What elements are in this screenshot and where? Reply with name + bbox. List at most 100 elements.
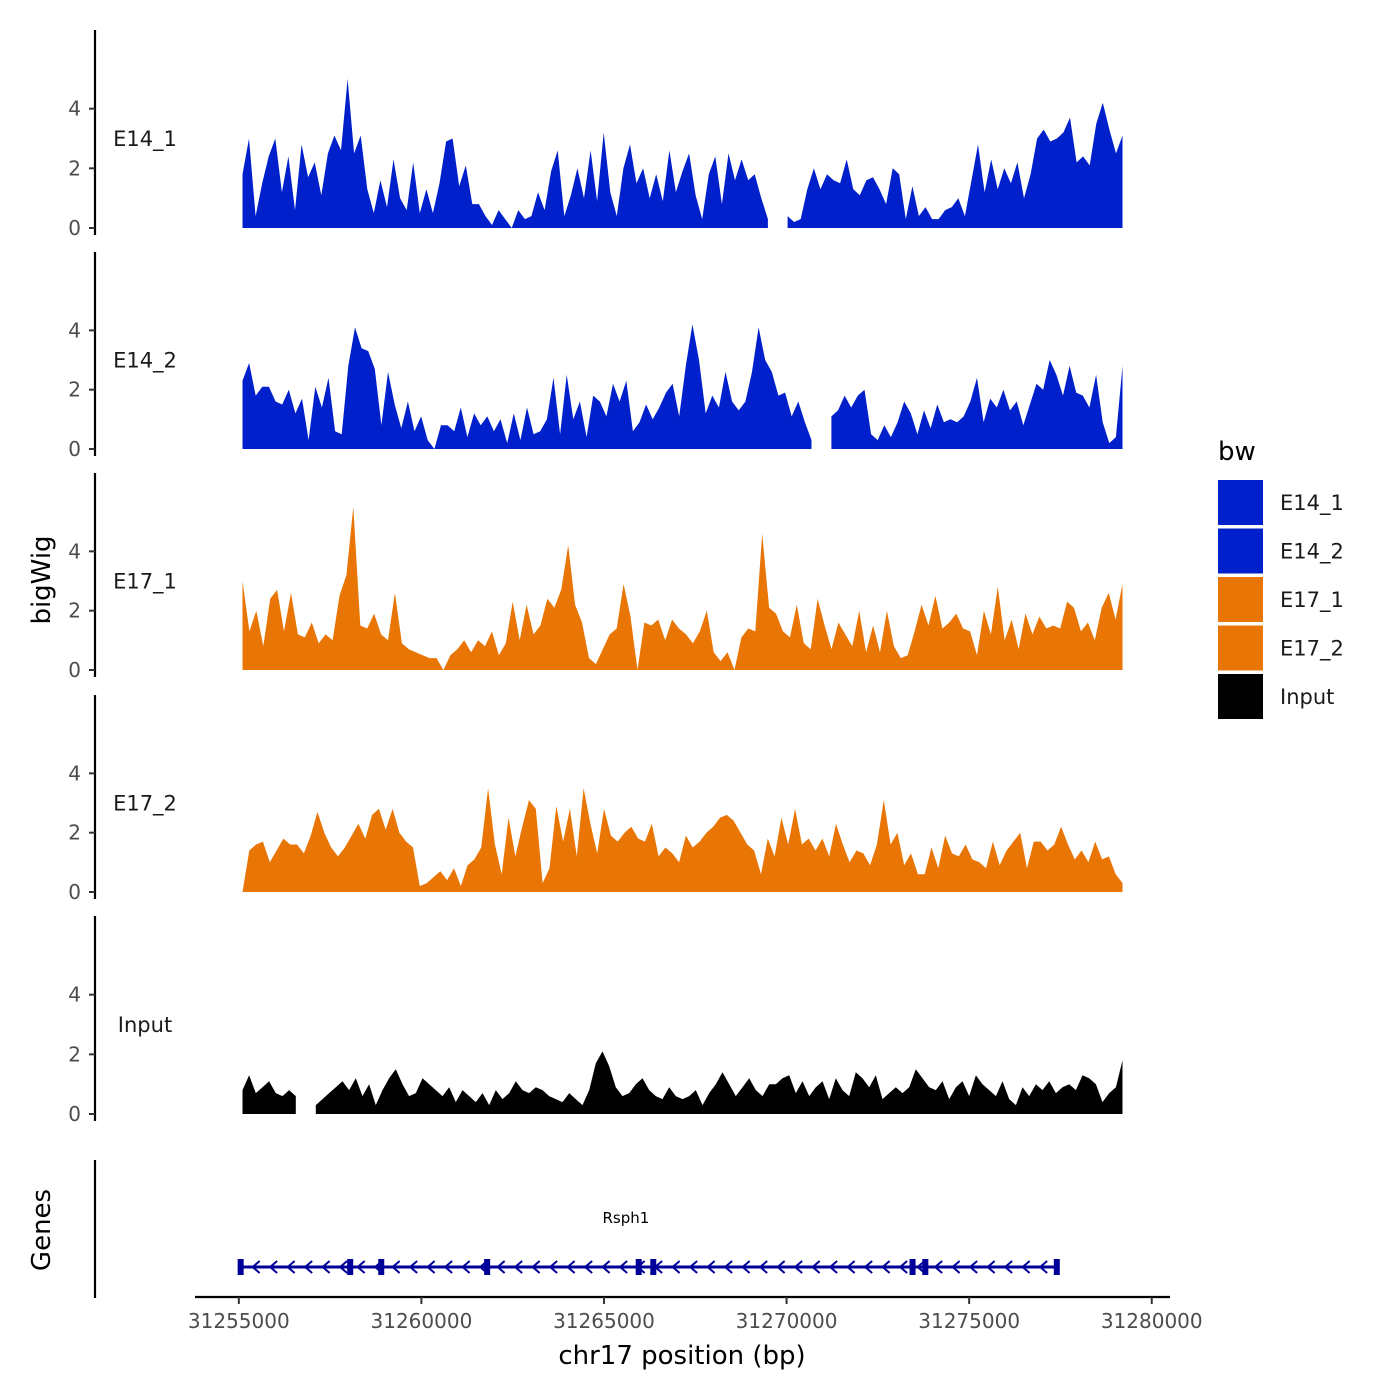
area-E17_1: [242, 506, 1123, 670]
exon: [378, 1259, 385, 1275]
strand-arrow: [1003, 1260, 1013, 1274]
strand-arrow: [846, 1260, 856, 1274]
area-E14_2: [242, 324, 812, 449]
strand-arrow: [408, 1260, 418, 1274]
x-axis-title: chr17 position (bp): [558, 1341, 805, 1371]
y-tick-label: 2: [68, 156, 81, 180]
area-E14_1: [787, 102, 1123, 228]
strand-arrow: [286, 1260, 296, 1274]
strand-arrow: [513, 1260, 523, 1274]
strand-arrow: [688, 1260, 698, 1274]
strand-arrow: [933, 1260, 943, 1274]
strand-arrow: [303, 1260, 313, 1274]
gene-track-panel: Rsph1: [93, 1160, 1060, 1298]
strand-arrow: [356, 1260, 366, 1274]
strand-arrow: [1021, 1260, 1031, 1274]
y-tick-label: 0: [68, 437, 81, 461]
strand-arrow: [968, 1260, 978, 1274]
legend-label-E14_1: E14_1: [1280, 491, 1344, 516]
gene-label: Rsph1: [602, 1209, 649, 1227]
strand-arrow: [863, 1260, 873, 1274]
track-E14_1: 0 2 4 E14_1: [68, 30, 1123, 240]
track-label-E17_2: E17_2: [113, 791, 177, 816]
area-Input: [315, 1051, 1123, 1114]
track-label-Input: Input: [118, 1013, 172, 1037]
legend-key-Input: [1218, 674, 1263, 719]
area-E14_1: [242, 78, 768, 228]
strand-arrow: [916, 1260, 926, 1274]
strand-arrow: [583, 1260, 593, 1274]
strand-arrow: [828, 1260, 838, 1274]
exon: [484, 1259, 491, 1275]
y-tick-label: 0: [68, 216, 81, 240]
y-tick-label: 4: [68, 983, 81, 1007]
x-tick-label: 31280000: [1101, 1309, 1203, 1333]
strand-arrow: [723, 1260, 733, 1274]
exon: [909, 1259, 916, 1275]
area-Input: [242, 1075, 296, 1114]
track-E14_2: 0 2 4 E14_2: [68, 252, 1123, 461]
legend-label-E14_2: E14_2: [1280, 540, 1344, 565]
strand-arrow: [531, 1260, 541, 1274]
x-tick-label: 31270000: [736, 1309, 838, 1333]
area-E14_2: [831, 360, 1123, 449]
exon: [635, 1259, 642, 1275]
strand-arrow: [1038, 1260, 1048, 1274]
strand-arrow: [776, 1260, 786, 1274]
strand-arrow: [426, 1260, 436, 1274]
y-tick-label: 2: [68, 599, 81, 623]
genes-axis-title: Genes: [27, 1189, 57, 1271]
strand-arrow: [251, 1260, 261, 1274]
track-label-E17_1: E17_1: [113, 569, 177, 594]
track-E17_1: 0 2 4 E17_1: [68, 473, 1123, 682]
exon: [1053, 1259, 1060, 1275]
strand-arrow: [758, 1260, 768, 1274]
y-tick-label: 0: [68, 880, 81, 904]
exon: [237, 1259, 244, 1275]
exon: [650, 1259, 657, 1275]
strand-arrow: [898, 1260, 908, 1274]
exon: [922, 1259, 929, 1275]
y-tick-label: 4: [68, 539, 81, 563]
legend: bw E14_1 E14_2 E17_1 E17_2 Input: [1218, 437, 1344, 719]
legend-label-Input: Input: [1280, 685, 1334, 709]
strand-arrow: [443, 1260, 453, 1274]
y-tick-label: 2: [68, 1042, 81, 1066]
strand-arrow: [601, 1260, 611, 1274]
strand-arrow: [793, 1260, 803, 1274]
strand-arrow: [268, 1260, 278, 1274]
strand-arrow: [671, 1260, 681, 1274]
y-tick-label: 2: [68, 378, 81, 402]
strand-arrow: [566, 1260, 576, 1274]
strand-arrow: [548, 1260, 558, 1274]
y-axis-title: bigWig: [27, 535, 57, 624]
y-tick-label: 4: [68, 761, 81, 785]
y-tick-label: 2: [68, 821, 81, 845]
strand-arrow: [741, 1260, 751, 1274]
legend-title: bw: [1218, 437, 1256, 467]
track-Input: 0 2 4 Input: [68, 916, 1123, 1126]
track-label-E14_1: E14_1: [113, 127, 177, 152]
legend-key-E17_1: [1218, 577, 1263, 622]
strand-arrow: [496, 1260, 506, 1274]
strand-arrow: [391, 1260, 401, 1274]
tracks-layer: 0 2 4 E14_1 0 2 4 E14_2 0 2 4 E17_1 0 2 4 E17_2 0 2 4 Input: [68, 30, 1123, 1126]
strand-arrow: [951, 1260, 961, 1274]
x-tick-label: 31260000: [371, 1309, 473, 1333]
exon: [347, 1259, 354, 1275]
y-tick-label: 4: [68, 97, 81, 121]
legend-key-E17_2: [1218, 625, 1263, 671]
strand-arrow: [321, 1260, 331, 1274]
strand-arrow: [338, 1260, 348, 1274]
y-tick-label: 0: [68, 658, 81, 682]
x-tick-label: 31275000: [918, 1309, 1020, 1333]
x-tick-label: 31255000: [188, 1309, 290, 1333]
legend-key-E14_2: [1218, 528, 1263, 574]
strand-arrow: [706, 1260, 716, 1274]
track-label-E14_2: E14_2: [113, 348, 177, 373]
area-E17_2: [242, 788, 1123, 892]
y-tick-label: 4: [68, 318, 81, 342]
strand-arrow: [881, 1260, 891, 1274]
legend-key-E14_1: [1218, 480, 1263, 525]
strand-arrow: [618, 1260, 628, 1274]
